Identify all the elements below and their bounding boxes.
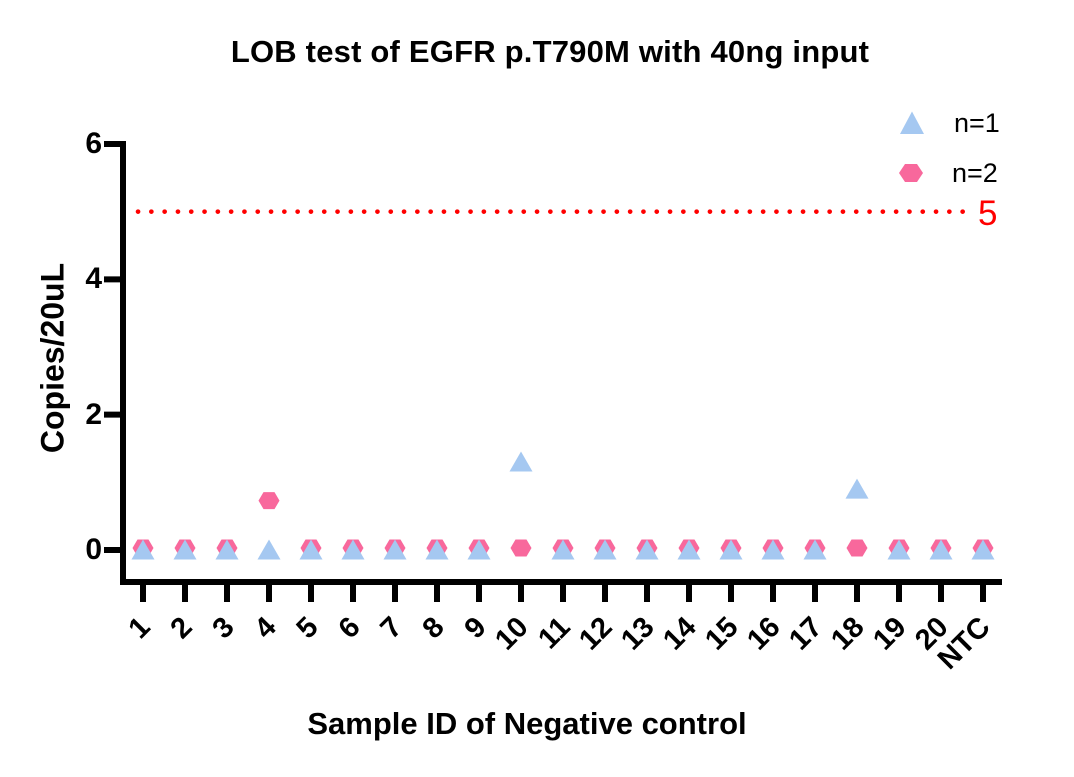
data-point-triangle [845,478,869,499]
data-point-triangle [635,539,659,560]
data-point-triangle [383,539,407,560]
data-point-triangle [509,451,533,472]
data-point-hexagon [846,539,868,557]
legend-item-n1: n=1 [898,98,1074,148]
data-point-triangle [929,539,953,560]
data-point-triangle [761,539,785,560]
data-point-triangle [677,539,701,560]
y-tick-label: 0 [85,533,102,566]
data-point-triangle [887,539,911,560]
legend: n=1 n=2 [898,98,1074,198]
data-point-triangle [803,539,827,560]
threshold-label: 5 [978,194,998,233]
legend-label-n2: n=2 [952,157,998,188]
data-point-triangle [719,539,743,560]
y-tick-label: 2 [85,397,102,431]
data-point-triangle [467,539,491,560]
data-point-triangle [971,539,995,560]
data-point-triangle [173,539,197,560]
data-point-triangle [215,539,239,560]
legend-item-n2: n=2 [898,148,1074,198]
data-point-triangle [299,539,323,560]
chart-title: LOB test of EGFR p.T790M with 40ng input [230,34,870,69]
legend-label-n1: n=1 [954,107,1000,138]
data-point-triangle [425,539,449,560]
triangle-marker-icon [900,111,924,134]
data-point-triangle [257,539,281,560]
data-point-triangle [341,539,365,560]
data-point-hexagon [510,539,532,557]
x-axis-title: Sample ID of Negative control [307,706,747,741]
data-point-triangle [131,539,155,560]
data-point-triangle [551,539,575,560]
data-point-hexagon [258,492,280,510]
data-point-triangle [593,539,617,560]
hexagon-marker-icon [899,164,923,182]
y-tick-label: 6 [85,126,102,160]
y-tick-label: 4 [85,262,102,296]
